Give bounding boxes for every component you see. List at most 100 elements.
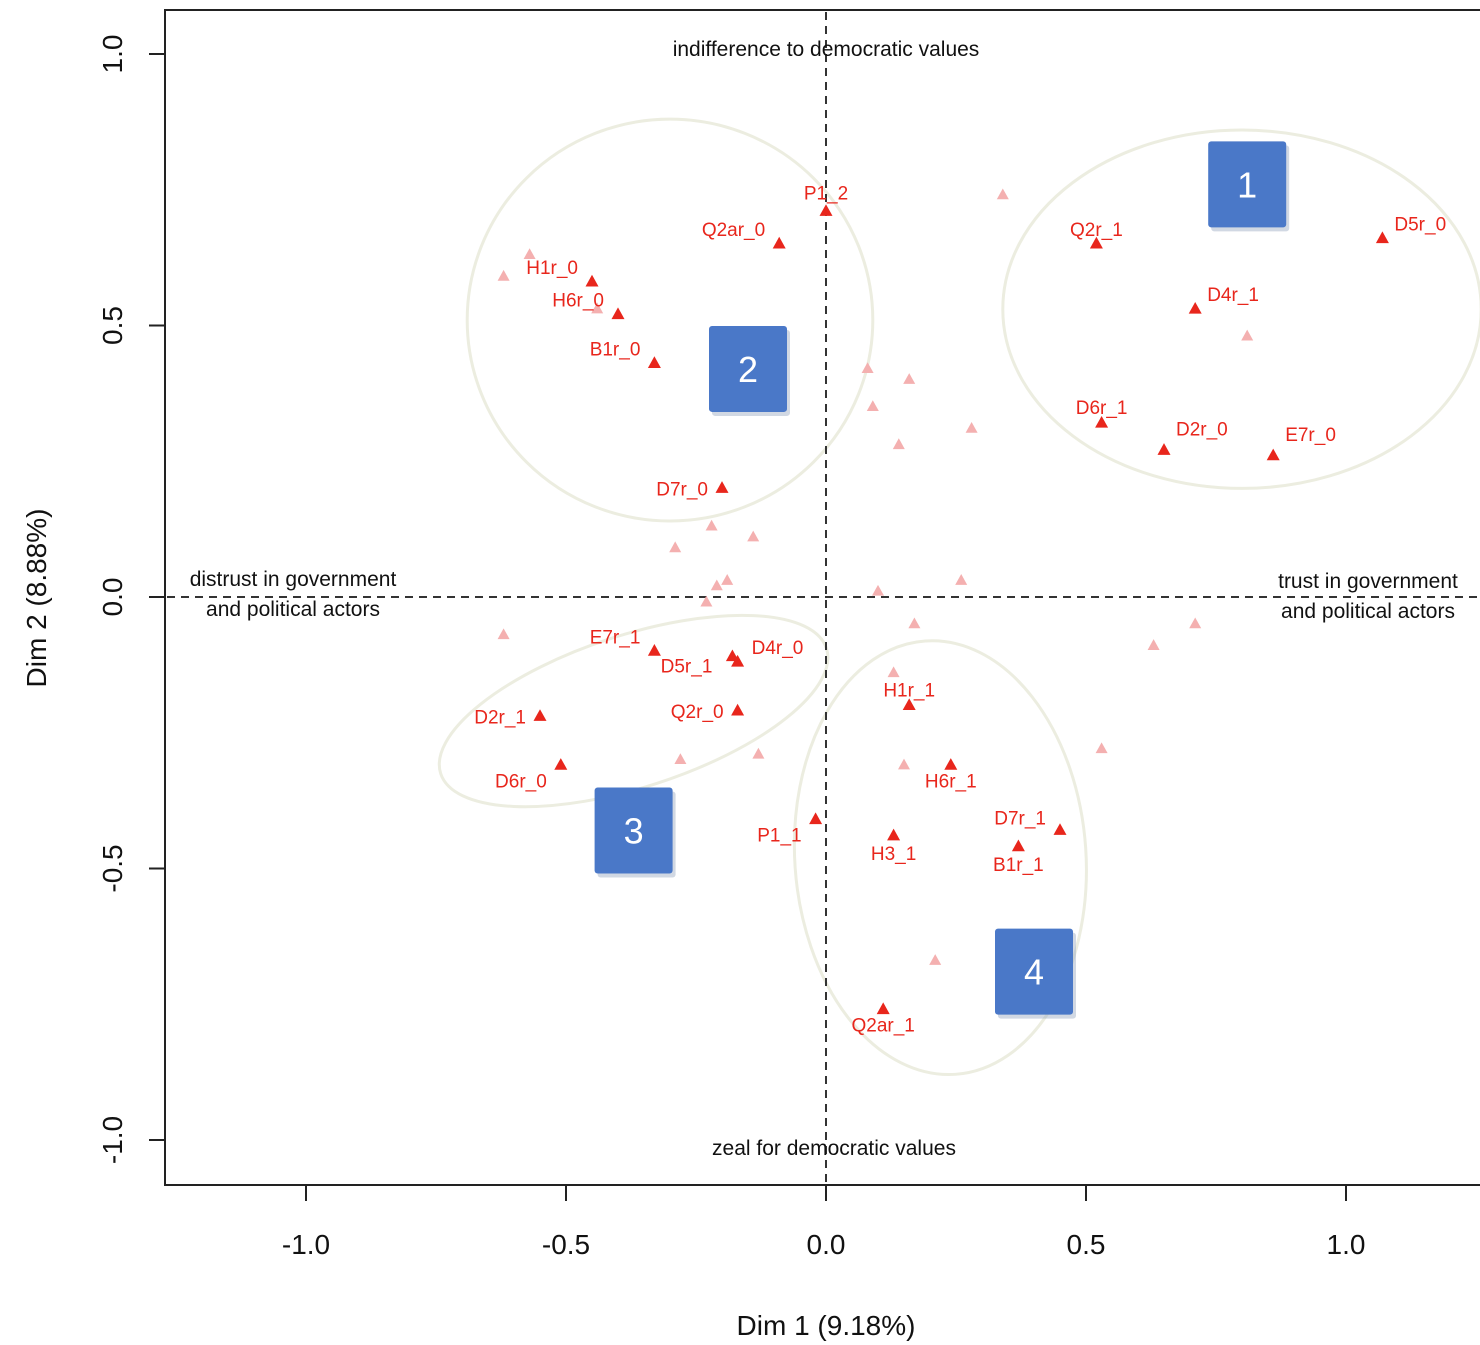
x-tick-label: 0.5 [1067,1229,1106,1260]
faded-point-marker [523,248,536,260]
cluster-ellipse-2 [465,117,875,523]
point-marker-H3_1 [887,828,901,841]
faded-point-marker [929,954,942,965]
cluster-box-label-4: 4 [1024,952,1044,993]
faded-point-marker [710,579,723,591]
cluster-box-label-3: 3 [624,810,644,851]
point-label-Q2ar_0: Q2ar_0 [702,220,765,241]
cluster-ellipses [437,117,1480,1077]
faded-point-marker [898,758,910,770]
point-marker-D7r_0 [715,481,729,493]
faded-point-marker [872,584,884,596]
annotation-right-line2: and political actors [1281,600,1455,623]
point-marker-D2r_0 [1157,443,1171,455]
point-marker-H1r_1 [902,698,916,711]
faded-point-marker [903,373,916,384]
point-marker-Q2r_1 [1089,236,1103,249]
faded-point-marker [996,188,1009,200]
x-tick-label: 0.0 [807,1229,846,1260]
cluster-boxes: 1 2 3 4 [594,141,1290,1019]
faded-point-marker [892,438,905,450]
annotation-right-line1: trust in government [1278,570,1458,593]
cluster-box-1 [1208,141,1287,228]
point-marker-D6r_1 [1095,415,1109,428]
faded-point-marker [1147,639,1160,650]
point-label-D5r_1: D5r_1 [661,657,713,678]
point-marker-D4r_1 [1188,301,1202,314]
point-label-P1_1: P1_1 [757,826,801,847]
point-marker-Q2ar_0 [772,236,786,249]
point-label-Q2ar_1: Q2ar_1 [852,1016,915,1037]
point-label-D7r_1: D7r_1 [994,808,1046,829]
point-label-H6r_1: H6r_1 [925,771,977,792]
annotation-top: indifference to democratic values [673,38,980,61]
point-marker-P1_2 [819,204,833,216]
faded-point-marker [866,400,879,412]
faded-point-marker [497,269,510,281]
point-label-B1r_0: B1r_0 [590,340,641,361]
point-marker-B1r_1 [1011,839,1025,852]
point-label-H6r_0: H6r_0 [552,291,604,312]
cluster-box-label-1: 1 [1237,164,1257,205]
faded-point-marker [752,747,765,759]
cluster-box-label-2: 2 [738,349,758,390]
faded-point-marker [747,530,760,542]
cluster-box-4 [995,928,1073,1015]
point-label-D2r_1: D2r_1 [474,707,526,728]
point-label-Q2r_1: Q2r_1 [1070,220,1123,241]
x-tick-label: 1.0 [1327,1229,1366,1260]
faded-point-marker [908,617,921,629]
faded-point-marker [705,519,718,531]
faded-point-marker [721,574,734,585]
labeled-points: P1_2 Q2ar_0 H1r_0 H6r_0 B1r_0 D7r_0 Q2r_1 D5r_0… [474,183,1446,1036]
point-label-D6r_1: D6r_1 [1076,398,1128,419]
point-marker-D5r_0 [1375,231,1389,244]
faded-point-marker [497,628,510,640]
faded-point-marker [887,666,900,678]
point-marker-D7r_1 [1053,823,1067,835]
point-marker-Q2ar_1 [876,1002,890,1015]
annotation-bottom: zeal for democratic values [712,1137,956,1160]
point-marker-H1r_0 [585,274,599,287]
point-marker-P1_1 [809,812,823,825]
x-axis-title: Dim 1 (9.18%) [737,1310,916,1341]
point-label-P1_2: P1_2 [804,183,848,204]
point-label-H1r_0: H1r_0 [526,258,578,279]
point-label-H1r_1: H1r_1 [883,681,935,702]
point-label-D7r_0: D7r_0 [656,479,708,500]
cluster-ellipse-4 [792,639,1088,1077]
x-tick-label: -0.5 [542,1229,590,1260]
point-label-D4r_0: D4r_0 [752,638,804,659]
point-marker-H6r_0 [611,307,625,320]
faded-point-marker [861,362,874,374]
y-tick-label: -0.5 [97,844,128,892]
point-label-D4r_1: D4r_1 [1207,285,1259,306]
faded-points [497,188,1254,965]
point-marker-D5r_1 [725,649,739,662]
reference-lines [167,12,1480,1183]
point-label-D6r_0: D6r_0 [495,771,547,792]
axes: -1.0 -0.5 0.0 0.5 1.0 -1.0 -0.5 0.0 0.5 1.0 [97,35,1365,1260]
faded-point-marker [674,753,687,765]
point-marker-E7r_0 [1266,448,1280,461]
faded-point-marker [955,574,968,585]
y-tick-label: 0.5 [97,306,128,345]
point-marker-B1r_0 [647,356,661,368]
point-marker-D2r_1 [533,709,547,721]
faded-point-marker [591,302,604,314]
cluster-box-2 [709,325,787,412]
point-marker-H6r_1 [944,758,958,770]
y-tick-label: 0.0 [97,578,128,617]
faded-point-marker [700,595,713,607]
cluster-ellipse-1 [1001,128,1480,490]
y-tick-label: 1.0 [97,35,128,74]
point-label-H3_1: H3_1 [871,844,916,865]
point-marker-D6r_0 [554,758,568,770]
faded-point-marker [1095,742,1108,754]
point-label-B1r_1: B1r_1 [993,855,1044,876]
y-axis-title: Dim 2 (8.88%) [21,509,52,688]
y-tick-label: -1.0 [97,1116,128,1164]
point-marker-Q2r_0 [731,703,745,716]
point-label-E7r_1: E7r_1 [590,627,641,648]
faded-point-marker [965,421,978,433]
